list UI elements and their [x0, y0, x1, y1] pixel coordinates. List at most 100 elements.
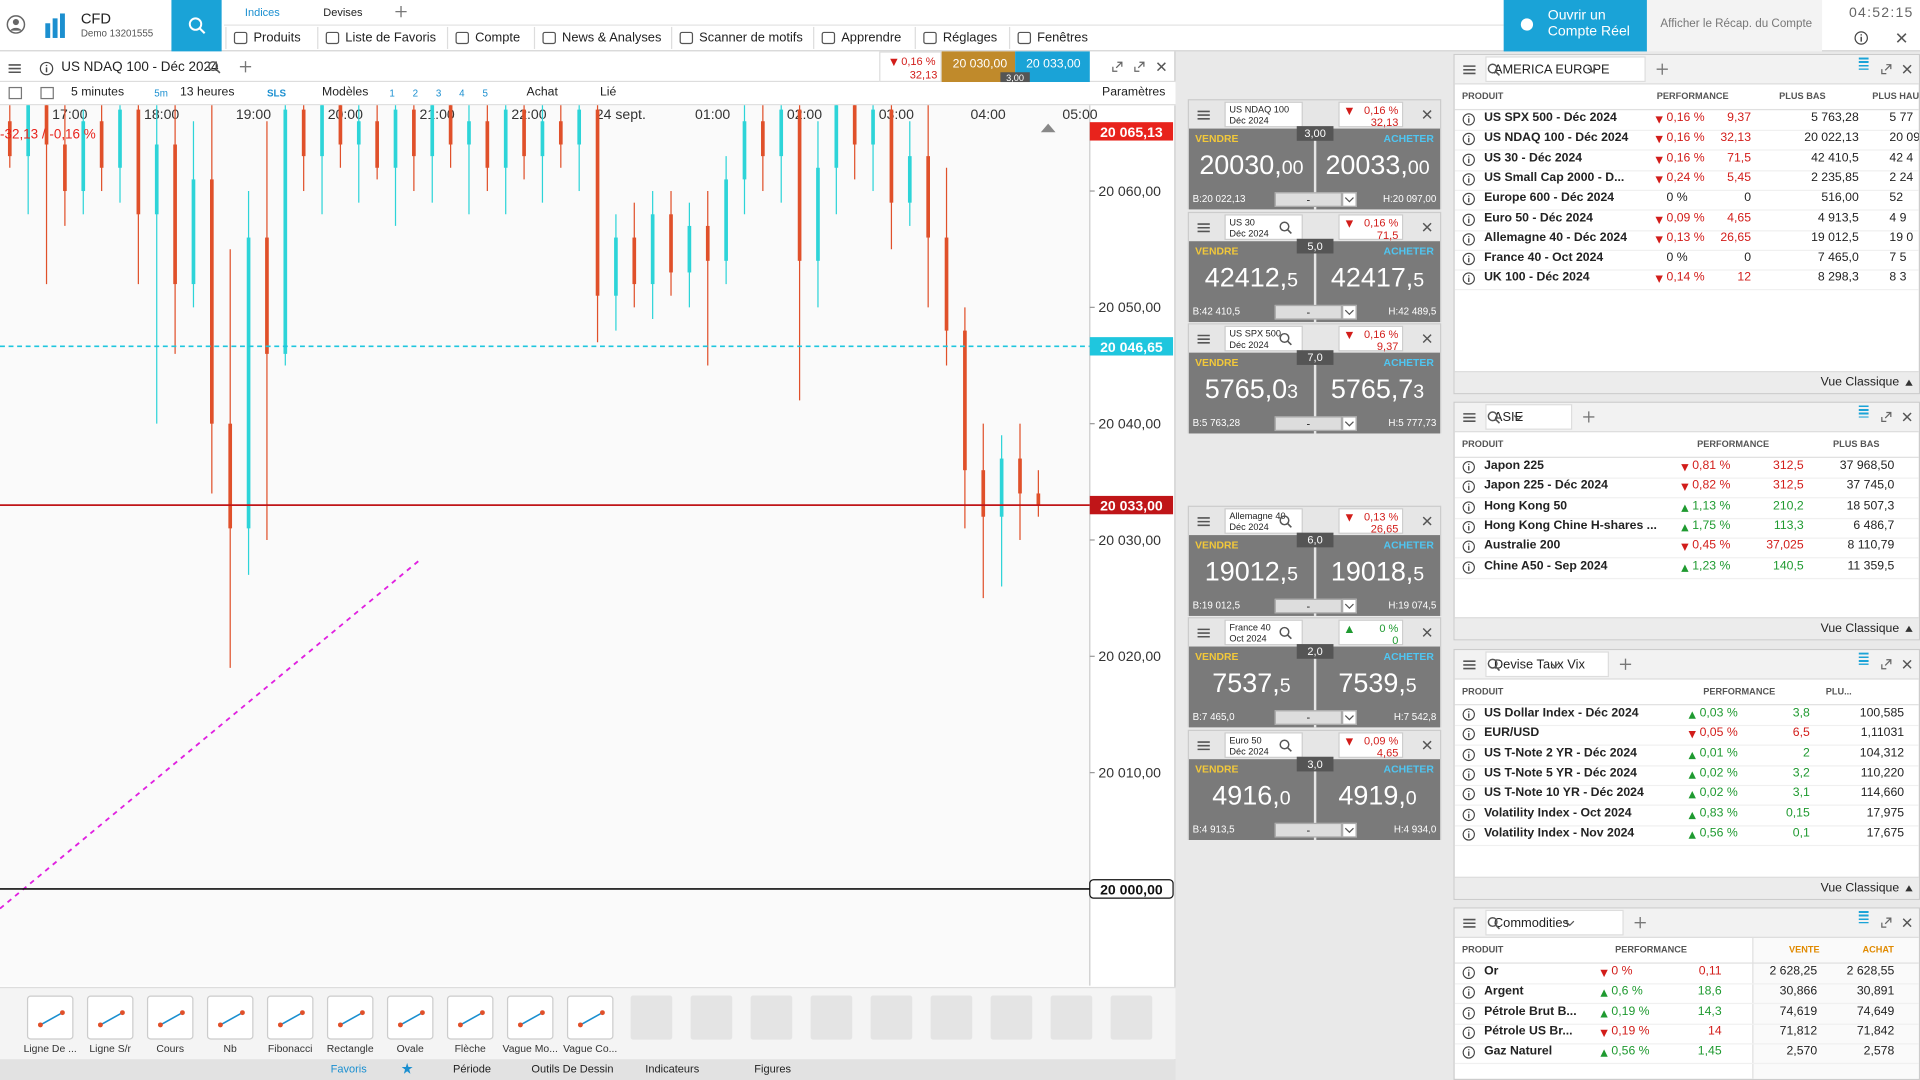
buy-price[interactable]: 4919,0	[1316, 780, 1438, 812]
product-name[interactable]: Japon 225	[1484, 459, 1544, 473]
sell-label[interactable]: VENDRE	[1195, 650, 1239, 663]
search-icon[interactable]	[1487, 410, 1502, 425]
buy-label[interactable]: ACHETER	[1383, 762, 1434, 776]
sell-label[interactable]: VENDRE	[1195, 356, 1239, 369]
menu-icon[interactable]	[1196, 626, 1211, 641]
layout-option[interactable]: 4	[459, 88, 465, 100]
search-button[interactable]	[171, 0, 222, 52]
product-name[interactable]: Volatility Index - Nov 2024	[1484, 826, 1635, 840]
close-icon[interactable]	[1420, 514, 1433, 527]
menu-item[interactable]: Réglages	[942, 30, 998, 46]
buy-price[interactable]: 20033,00	[1316, 149, 1438, 181]
search-icon[interactable]	[1278, 514, 1293, 529]
chev-icon[interactable]	[1564, 917, 1576, 929]
layout-option[interactable]: 1	[389, 88, 395, 100]
buy-price[interactable]: 5765,73	[1316, 373, 1438, 405]
info-icon[interactable]	[1462, 500, 1475, 514]
drawing-tool-button[interactable]	[386, 995, 434, 1040]
layout-option[interactable]: 3	[435, 88, 442, 100]
info-icon[interactable]	[1462, 1006, 1475, 1019]
menu-icon[interactable]	[1462, 916, 1477, 931]
sell-price[interactable]: 4916,0	[1190, 780, 1312, 812]
menu-icon[interactable]	[1196, 220, 1211, 235]
drawing-tool-button[interactable]	[266, 995, 314, 1040]
expand-icon[interactable]	[1111, 60, 1124, 73]
bottom-tab[interactable]: Favoris	[330, 1062, 367, 1076]
column-header[interactable]: PERFORMANCE	[1615, 944, 1688, 956]
product-name[interactable]: Pétrole Brut B...	[1484, 1004, 1577, 1019]
open-account-button[interactable]: Ouvrir un Compte Réel	[1503, 0, 1647, 52]
info-icon[interactable]	[1462, 728, 1475, 741]
plus-icon[interactable]	[394, 5, 407, 18]
plus-icon[interactable]	[1582, 410, 1595, 423]
watchlist-name[interactable]: Devise Taux Vix	[1493, 657, 1585, 673]
sell-label[interactable]: VENDRE	[1195, 132, 1239, 145]
menu-icon[interactable]	[1196, 514, 1211, 529]
info-icon[interactable]	[1462, 966, 1475, 980]
drawing-tool-button[interactable]	[146, 995, 194, 1040]
sell-label[interactable]: VENDRE	[1195, 762, 1239, 776]
link[interactable]: Lié	[600, 85, 617, 100]
chev-icon[interactable]	[1512, 411, 1524, 423]
buy-label[interactable]: ACHETER	[1383, 538, 1434, 552]
info-icon[interactable]	[1462, 748, 1475, 761]
menu-icon[interactable]	[7, 61, 22, 76]
info-icon[interactable]	[1462, 560, 1475, 574]
close-icon[interactable]	[1420, 108, 1433, 121]
sell-price[interactable]: 20030,00	[1190, 149, 1312, 181]
product-name[interactable]: Gaz Naturel	[1484, 1044, 1553, 1059]
product-name[interactable]: US SPX 500 - Déc 2024	[1484, 111, 1617, 125]
bottom-tab[interactable]: Figures	[754, 1062, 792, 1076]
sell-price[interactable]: 19012,5	[1190, 556, 1312, 588]
product-name[interactable]: Japon 225 - Déc 2024	[1484, 479, 1608, 493]
quantity-dropdown[interactable]	[1342, 304, 1357, 320]
layout-option[interactable]: 2	[412, 88, 419, 100]
close-icon[interactable]	[1155, 60, 1168, 73]
info-icon[interactable]	[1462, 808, 1475, 821]
product-name[interactable]: Argent	[1484, 984, 1524, 999]
product-name[interactable]: Or	[1484, 964, 1499, 979]
product-name[interactable]: US T-Note 2 YR - Déc 2024	[1484, 746, 1637, 760]
watchlist-name[interactable]: AMERICA EUROPE	[1493, 62, 1610, 78]
column-header[interactable]: PRODUIT	[1462, 90, 1504, 102]
layout-option[interactable]: 5	[482, 88, 488, 100]
menu-item[interactable]: Liste de Favoris	[345, 30, 437, 46]
info-icon[interactable]	[1462, 1046, 1475, 1059]
expand-icon[interactable]	[1880, 410, 1893, 423]
column-header[interactable]: VENTE	[1788, 944, 1820, 956]
expand-icon[interactable]	[1880, 658, 1893, 671]
product-name[interactable]: Europe 600 - Déc 2024	[1484, 191, 1615, 205]
quantity-dropdown[interactable]	[1342, 598, 1357, 614]
sls[interactable]: SLS	[266, 88, 286, 100]
close-icon[interactable]	[1420, 626, 1433, 639]
quantity-input[interactable]: -	[1274, 822, 1343, 838]
side[interactable]: Achat	[526, 85, 558, 100]
user-icon[interactable]	[6, 15, 26, 35]
column-header[interactable]: PERFORMANCE	[1697, 438, 1770, 450]
plus-icon[interactable]	[1656, 62, 1669, 75]
close-icon[interactable]	[1420, 220, 1433, 233]
product-name[interactable]: EUR/USD	[1484, 726, 1540, 740]
interval-short[interactable]: 5m	[154, 88, 168, 100]
info-icon[interactable]	[1462, 113, 1475, 126]
info-icon[interactable]	[1462, 768, 1475, 781]
info-icon[interactable]	[1462, 232, 1475, 246]
info-icon[interactable]	[1462, 828, 1475, 841]
templates[interactable]: Modèles	[322, 85, 369, 100]
bottom-tab[interactable]: Outils De Dessin	[531, 1062, 614, 1076]
search-icon[interactable]	[187, 16, 207, 36]
product-name[interactable]: US T-Note 5 YR - Déc 2024	[1484, 766, 1637, 780]
close-icon[interactable]	[1420, 738, 1433, 751]
expand-icon[interactable]	[1880, 62, 1893, 75]
close-icon[interactable]	[1900, 916, 1913, 929]
product-name[interactable]: Hong Kong Chine H-shares ...	[1484, 519, 1657, 533]
classic-view-link[interactable]: Vue Classique	[1820, 881, 1900, 896]
column-header[interactable]: ACHAT	[1862, 944, 1894, 956]
column-header[interactable]: PRODUIT	[1462, 685, 1504, 697]
product-name[interactable]: Chine A50 - Sep 2024	[1484, 558, 1608, 573]
menu-icon[interactable]	[1196, 108, 1211, 123]
column-header[interactable]: PLU...	[1825, 685, 1852, 697]
buy-label[interactable]: ACHETER	[1383, 132, 1434, 145]
buy-price[interactable]: 42417,5	[1316, 262, 1438, 294]
top-tab[interactable]: Indices	[244, 6, 280, 19]
